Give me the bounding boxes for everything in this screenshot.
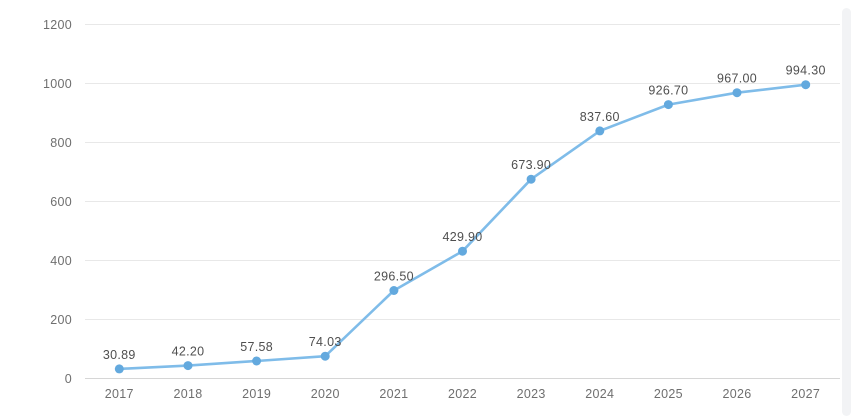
data-point[interactable] (252, 356, 262, 366)
y-tick-label: 1200 (43, 18, 72, 32)
y-tick-label: 800 (50, 136, 72, 150)
x-tick-label: 2027 (791, 387, 820, 401)
y-tick-label: 400 (50, 254, 72, 268)
data-point[interactable] (183, 361, 193, 371)
data-point-label: 429.90 (442, 230, 482, 244)
y-tick-label: 200 (50, 313, 72, 327)
data-point-label: 837.60 (580, 110, 620, 124)
x-tick-label: 2018 (173, 387, 202, 401)
data-point-label: 967.00 (717, 72, 757, 86)
data-point[interactable] (595, 126, 605, 136)
data-point-label: 42.20 (172, 345, 205, 359)
x-tick-label: 2021 (379, 387, 408, 401)
x-tick-label: 2019 (242, 387, 271, 401)
scrollbar-track[interactable] (842, 8, 851, 416)
series-line (118, 83, 808, 371)
y-tick-label: 0 (65, 372, 72, 386)
x-tick-label: 2025 (654, 387, 683, 401)
data-point[interactable] (732, 88, 742, 98)
data-point[interactable] (114, 364, 124, 374)
data-point[interactable] (458, 246, 467, 256)
data-point-label: 994.30 (786, 64, 826, 78)
data-point[interactable] (389, 286, 399, 295)
data-point[interactable] (526, 174, 536, 184)
data-point-label: 57.58 (240, 340, 273, 354)
data-point-label: 673.90 (511, 158, 551, 172)
x-tick-label: 2017 (105, 387, 134, 401)
x-tick-label: 2024 (585, 387, 614, 401)
data-point-label: 30.89 (103, 348, 136, 362)
x-tick-label: 2020 (311, 387, 340, 401)
data-point-label: 74.03 (309, 335, 342, 349)
x-tick-label: 2022 (448, 387, 477, 401)
y-tick-label: 600 (50, 195, 72, 209)
data-point[interactable] (663, 100, 673, 110)
data-point[interactable] (801, 80, 811, 90)
x-tick-label: 2026 (723, 387, 752, 401)
y-tick-label: 1000 (43, 77, 72, 91)
data-point[interactable] (320, 351, 330, 361)
data-point-label: 296.50 (374, 270, 414, 284)
data-point-label: 926.70 (648, 84, 688, 98)
x-tick-label: 2023 (517, 387, 546, 401)
